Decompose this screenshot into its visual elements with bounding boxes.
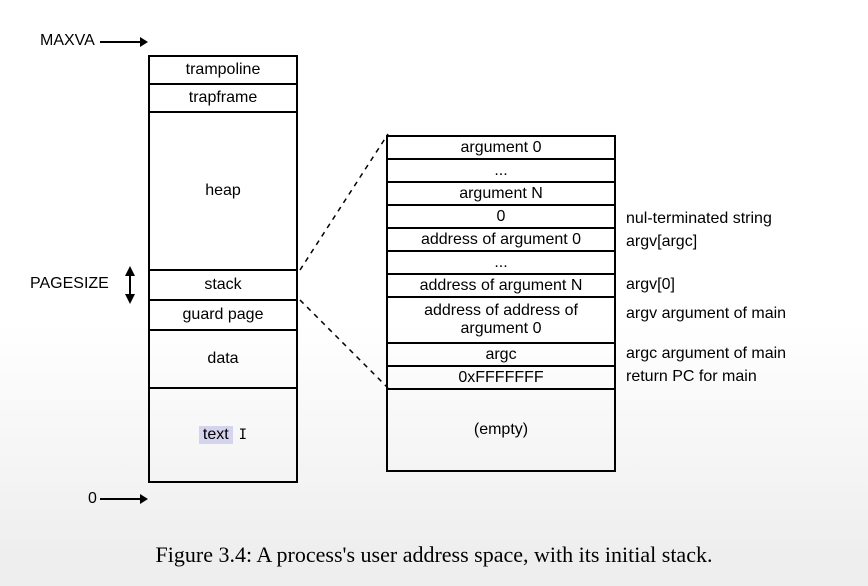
pagesize-label: PAGESIZE [30, 275, 109, 293]
maxva-label: MAXVA [40, 32, 95, 50]
stack-empty: (empty) [388, 390, 614, 472]
zero-arrow [100, 485, 148, 509]
region-guard-page: guard page [150, 301, 296, 331]
stack-argn: argument N [388, 183, 614, 206]
stack-addr-addr: address of address of argument 0 [388, 298, 614, 344]
region-heap: heap [150, 113, 296, 271]
region-data: data [150, 331, 296, 389]
annot-argv0: argv[0] [626, 276, 675, 294]
annot-argc-main: argc argument of main [626, 345, 786, 363]
stack-addraddr-line1: address of address of [424, 302, 578, 320]
region-trapframe: trapframe [150, 85, 296, 113]
annot-return-pc: return PC for main [626, 368, 757, 386]
stack-addrn: address of argument N [388, 275, 614, 298]
address-space-diagram: trampoline trapframe heap stack guard pa… [148, 55, 298, 483]
stack-argc: argc [388, 344, 614, 367]
text-cursor-icon: 𝙸 [239, 427, 247, 443]
stack-addr0: address of argument 0 [388, 229, 614, 252]
callout-lines [296, 130, 396, 400]
stack-arg0: argument 0 [388, 137, 614, 160]
stack-zero: 0 [388, 206, 614, 229]
zero-label: 0 [88, 490, 97, 508]
region-stack: stack [150, 271, 296, 301]
pagesize-arrow [120, 266, 144, 304]
stack-retpc: 0xFFFFFFF [388, 367, 614, 390]
annot-argv-main: argv argument of main [626, 305, 786, 323]
annot-nul-terminated: nul-terminated string [626, 210, 772, 228]
text-label: text [199, 426, 233, 444]
stack-detail-diagram: argument 0 ... argument N 0 address of a… [386, 135, 616, 472]
region-trampoline: trampoline [150, 57, 296, 85]
figure-caption: Figure 3.4: A process's user address spa… [0, 542, 868, 568]
stack-dots2: ... [388, 252, 614, 275]
region-text: text 𝙸 [150, 389, 296, 481]
stack-addraddr-line2: argument 0 [461, 320, 542, 338]
stack-dots1: ... [388, 160, 614, 183]
maxva-arrow [100, 32, 148, 56]
annot-argv-argc: argv[argc] [626, 233, 697, 251]
